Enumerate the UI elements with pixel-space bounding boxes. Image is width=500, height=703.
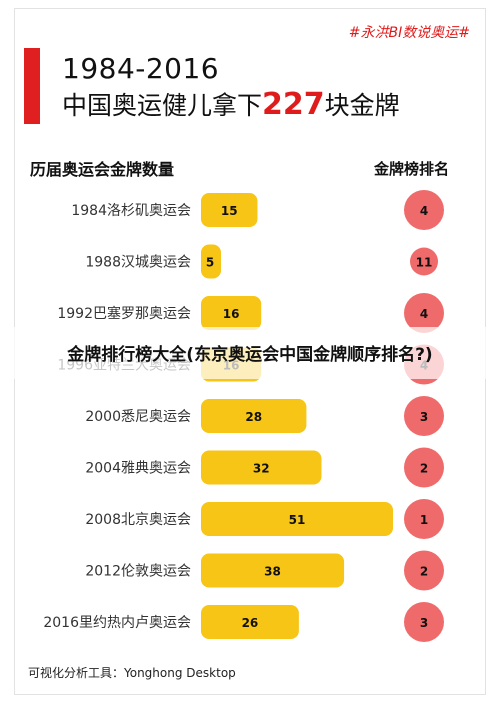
rank-label: 4 [420, 204, 428, 218]
rank-circle [404, 550, 444, 591]
bar-value-label: 15 [221, 204, 238, 218]
category-label: 2012伦敦奥运会 [85, 563, 191, 580]
rank-circle [404, 602, 444, 642]
category-label: 2000悉尼奥运会 [85, 408, 191, 425]
rank-label: 4 [420, 307, 428, 321]
bar [201, 244, 221, 279]
rank-circle [404, 447, 444, 488]
rank-circle [404, 190, 444, 230]
bar-value-label: 16 [223, 307, 240, 321]
bar [201, 193, 258, 227]
rank-circle [404, 396, 444, 436]
category-label: 2004雅典奥运会 [85, 460, 191, 477]
rank-circle [404, 293, 444, 333]
category-label: 1984洛杉矶奥运会 [71, 202, 191, 219]
category-label: 1988汉城奥运会 [85, 254, 191, 271]
title-number: 227 [262, 87, 325, 122]
bar [201, 605, 299, 639]
title-suffix: 块金牌 [324, 91, 400, 120]
bar [201, 450, 322, 485]
right-column-header: 金牌榜排名 [374, 160, 450, 178]
hashtag: #永洪BI数说奥运# [348, 25, 470, 41]
bar-value-label: 5 [206, 256, 214, 270]
title-prefix: 中国奥运健儿拿下 [62, 91, 263, 120]
title-years: 1984-2016 [62, 52, 220, 85]
rank-label: 2 [420, 565, 428, 579]
rank-circle [404, 499, 444, 539]
caption-text: 金牌排行榜大全(东京奥运会中国金牌顺序排名?) [67, 345, 433, 365]
bar [201, 399, 307, 433]
rank-label: 3 [420, 616, 428, 630]
bar-value-label: 28 [245, 410, 262, 424]
category-label: 2016里约热内卢奥运会 [43, 614, 191, 631]
bar-value-label: 32 [253, 462, 270, 476]
bar-value-label: 51 [289, 513, 306, 527]
bar [201, 502, 393, 536]
footer-credit: 可视化分析工具：Yonghong Desktop [28, 666, 236, 680]
rank-circle [410, 247, 438, 276]
title-accent-bar [24, 48, 40, 124]
rank-label: 2 [420, 462, 428, 476]
rank-label: 1 [420, 513, 428, 527]
rank-label: 3 [420, 410, 428, 424]
left-column-header: 历届奥运会金牌数量 [30, 160, 175, 179]
bar [201, 553, 345, 588]
bar-value-label: 26 [242, 616, 259, 630]
bar [201, 296, 262, 330]
caption-overlay [0, 327, 500, 379]
category-label: 1992巴塞罗那奥运会 [57, 305, 191, 322]
bar-value-label: 38 [264, 565, 281, 579]
category-label: 2008北京奥运会 [85, 511, 191, 528]
title-subtitle: 中国奥运健儿拿下227块金牌 [62, 86, 400, 122]
rank-label: 11 [416, 256, 433, 270]
